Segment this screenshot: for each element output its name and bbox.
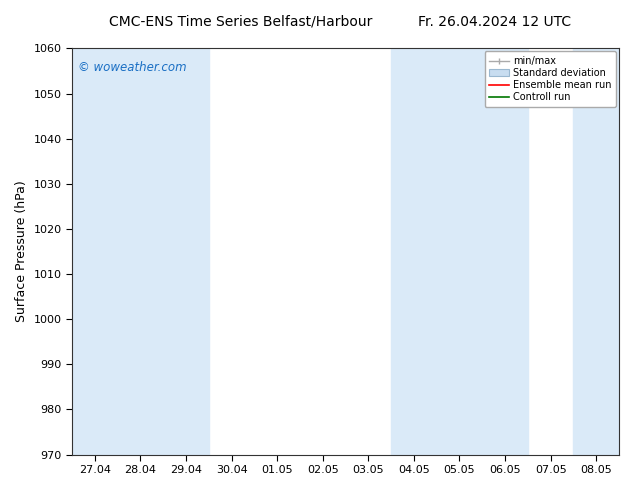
Bar: [437, 49, 528, 455]
Y-axis label: Surface Pressure (hPa): Surface Pressure (hPa): [15, 181, 28, 322]
Text: Fr. 26.04.2024 12 UTC: Fr. 26.04.2024 12 UTC: [418, 15, 571, 29]
Text: CMC-ENS Time Series Belfast/Harbour: CMC-ENS Time Series Belfast/Harbour: [109, 15, 373, 29]
Text: © woweather.com: © woweather.com: [77, 61, 186, 74]
Bar: [118, 49, 209, 455]
Bar: [391, 49, 482, 455]
Bar: [72, 49, 163, 455]
Legend: min/max, Standard deviation, Ensemble mean run, Controll run: min/max, Standard deviation, Ensemble me…: [484, 51, 616, 107]
Bar: [573, 49, 634, 455]
